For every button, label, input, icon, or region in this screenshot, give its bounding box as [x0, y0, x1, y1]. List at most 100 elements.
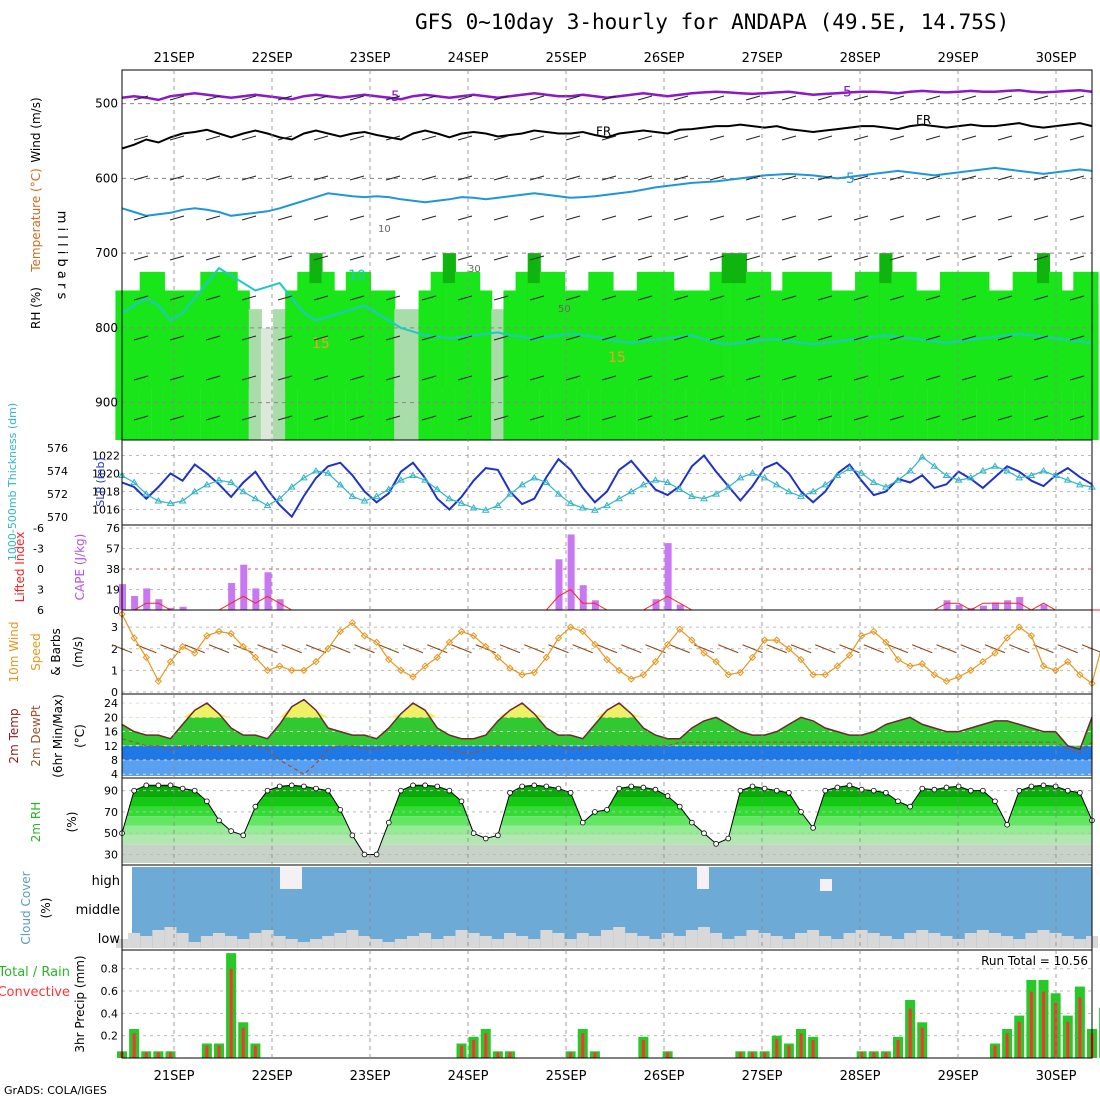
- upper-wind-barb: [169, 255, 185, 261]
- precip-conv-bar: [144, 1052, 148, 1058]
- dewpoint-line: [121, 738, 1093, 775]
- wind-barb: [427, 644, 448, 654]
- precip-conv-bar: [1005, 1033, 1009, 1058]
- upper-wind-barb: [349, 135, 365, 141]
- upper-wind-barb: [457, 375, 473, 381]
- wind-marker: [1051, 666, 1060, 675]
- rh-shade-inner: [624, 320, 638, 440]
- thickness-marker: [724, 483, 733, 490]
- upper-wind-barb: [421, 95, 437, 101]
- rh-shade: [406, 309, 420, 440]
- cloud-low-gap: [164, 927, 177, 948]
- rh-shade-inner: [842, 320, 857, 440]
- rh-marker: [422, 782, 428, 789]
- wind-marker: [360, 632, 369, 640]
- thickness-tick-label: 572: [47, 488, 68, 501]
- contour-label-t5: 5: [846, 171, 855, 187]
- rh-marker: [992, 798, 998, 805]
- cape-bar: [664, 543, 672, 610]
- wind-marker: [773, 636, 781, 644]
- upper-wind-barb: [205, 415, 221, 421]
- cloud-low-gap: [273, 936, 286, 948]
- cloud-low-gap: [382, 942, 395, 948]
- upper-wind-barb: [817, 215, 833, 221]
- cloud-low-gap: [1049, 933, 1062, 948]
- cloud-low-gap: [613, 927, 626, 948]
- rh-shade-inner: [988, 320, 1002, 440]
- cloud-low-gap: [698, 927, 710, 948]
- cloud-low-gap: [1013, 939, 1026, 948]
- upper-wind-barb: [853, 255, 869, 261]
- precip-conv-bar: [132, 1033, 136, 1058]
- wind-barb: [330, 644, 351, 654]
- upper-wind-barb: [313, 255, 329, 261]
- upper-wind-barb: [853, 95, 869, 101]
- precip-conv-bar: [751, 1052, 754, 1058]
- cloud-low-gap: [200, 936, 213, 948]
- cape-bar: [579, 585, 587, 610]
- wind-marker: [324, 645, 332, 653]
- rh-band: [122, 797, 1092, 807]
- temp-line: [121, 698, 1093, 751]
- wind-marker: [906, 662, 914, 670]
- thickness-marker: [627, 487, 636, 495]
- rh-marker: [737, 787, 744, 794]
- wind-marker: [542, 653, 551, 662]
- upper-wind-barb: [637, 135, 653, 141]
- upper-wind-barb: [925, 95, 941, 101]
- thickness-marker: [675, 485, 684, 492]
- upper-wind-barb: [529, 415, 545, 421]
- cloud-low-gap: [1001, 936, 1014, 948]
- upper-wind-barb: [673, 295, 689, 301]
- upper-wind-barb: [601, 415, 617, 421]
- rh-marker: [482, 835, 489, 842]
- wind-marker: [639, 670, 648, 679]
- cloud-low-gap: [540, 930, 553, 948]
- thickness-marker: [433, 485, 442, 492]
- upper-wind-barb: [817, 415, 833, 421]
- rh-ylabel-1: 2m RH: [29, 802, 43, 843]
- precip-run-total: Run Total = 10.56: [981, 954, 1088, 968]
- cloud-low-gap: [455, 930, 468, 948]
- wind-barb: [257, 644, 278, 654]
- cloud-low-gap: [467, 933, 480, 948]
- upper-wind-barb: [277, 95, 293, 101]
- temp-tick-label: 20: [104, 711, 118, 724]
- upper-wind-barb: [637, 215, 653, 221]
- upper-wind-barb: [493, 415, 509, 421]
- li-tick-label: 6: [37, 604, 44, 617]
- upper-yaxis-label: m i l l i b a r s: [54, 211, 69, 300]
- upper-wind-barb: [961, 215, 977, 221]
- upper-wind-barb: [925, 295, 941, 301]
- wind-barb: [548, 644, 569, 654]
- rh-shade-inner: [903, 301, 917, 440]
- upper-wind-barb: [601, 95, 617, 101]
- rh-marker: [616, 785, 622, 792]
- thickness-marker: [833, 471, 842, 479]
- cloud-low-gap: [188, 942, 201, 948]
- upper-wind-barb: [241, 415, 257, 421]
- upper-wind-barb: [385, 255, 401, 261]
- precip-tick-label: 0.4: [101, 1007, 119, 1020]
- precip-tick-label: 0.6: [101, 985, 119, 998]
- rh-shade-inner: [782, 301, 796, 440]
- cape-bar: [955, 604, 963, 610]
- wind-marker: [930, 670, 939, 679]
- cloud-low-gap: [128, 933, 141, 948]
- wind-marker: [239, 642, 247, 651]
- upper-wind-barb: [205, 295, 221, 301]
- cape-bar: [676, 604, 684, 610]
- rh-marker: [883, 789, 889, 796]
- cloud-low-gap: [564, 939, 577, 948]
- rh-band: [122, 844, 1092, 863]
- cold-band-2: [122, 760, 1092, 776]
- wind-barb: [305, 644, 327, 654]
- upper-wind-barb: [1069, 375, 1085, 381]
- upper-wind-barb: [997, 95, 1013, 101]
- rh-marker: [1064, 787, 1071, 794]
- cape-bar: [652, 599, 660, 610]
- upper-wind-barb: [1069, 415, 1085, 421]
- upper-wind-barb: [277, 375, 293, 381]
- rh-tick-label: 30: [104, 848, 118, 861]
- upper-wind-barb: [277, 135, 293, 141]
